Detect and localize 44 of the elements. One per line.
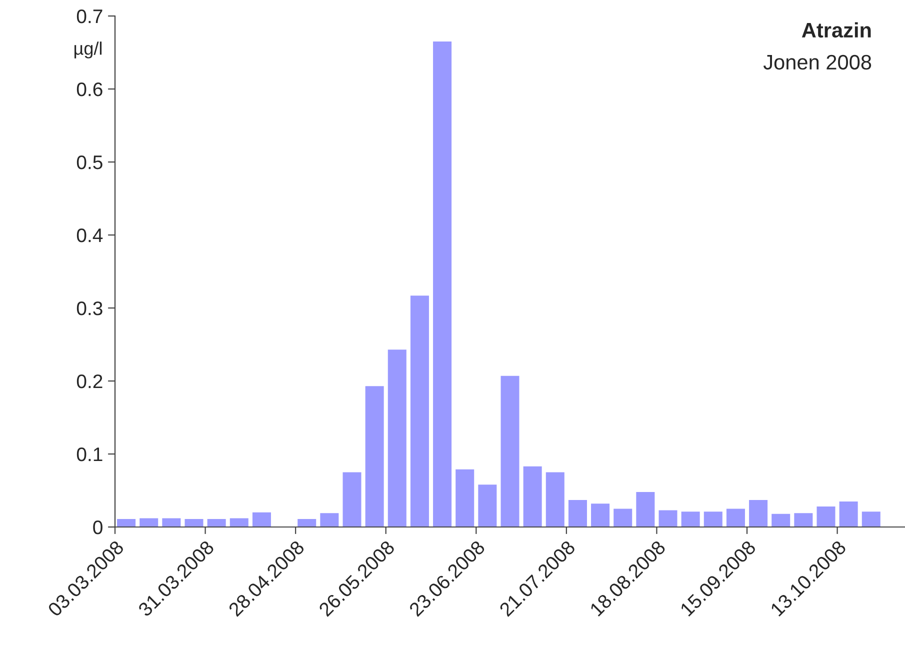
bar [230, 518, 248, 527]
bar [320, 513, 339, 527]
bar [749, 500, 768, 527]
y-tick-label: 0 [93, 520, 102, 534]
bar [862, 512, 880, 527]
y-tick-label: 0.7 [76, 9, 102, 24]
bar [816, 506, 836, 527]
bar [456, 469, 474, 527]
bar [184, 518, 204, 527]
bar [162, 518, 181, 527]
y-tick-label: 0.6 [76, 82, 102, 96]
bar [636, 492, 655, 527]
bar [839, 501, 858, 527]
text: Jonen 2008 [763, 54, 872, 70]
bar [772, 514, 790, 527]
bar [794, 513, 813, 527]
y-tick-label: 0.2 [76, 374, 102, 388]
bar [140, 518, 158, 527]
bar [342, 472, 362, 527]
bar [207, 518, 226, 527]
bar [726, 508, 745, 527]
bar [568, 500, 587, 527]
bar [298, 518, 316, 527]
bar [704, 512, 722, 527]
bar [388, 350, 406, 527]
bar [614, 508, 632, 527]
bar [478, 484, 497, 527]
y-tick-label: 0.4 [76, 228, 103, 242]
bar [681, 512, 700, 527]
chart-title: Atrazin [802, 22, 871, 38]
bar [591, 504, 610, 527]
bar [365, 386, 384, 527]
y-tick-label: 0.5 [76, 155, 102, 170]
bar [410, 296, 429, 527]
bar [500, 376, 520, 527]
y-axis-title: µg/l [74, 42, 102, 58]
y-tick-label: 0.1 [76, 447, 102, 462]
bar [658, 510, 678, 527]
bar [523, 466, 542, 527]
bar [433, 42, 452, 527]
bar [546, 472, 564, 527]
y-tick-label: 0.3 [76, 301, 102, 316]
bar [252, 512, 271, 527]
bar [117, 518, 136, 527]
